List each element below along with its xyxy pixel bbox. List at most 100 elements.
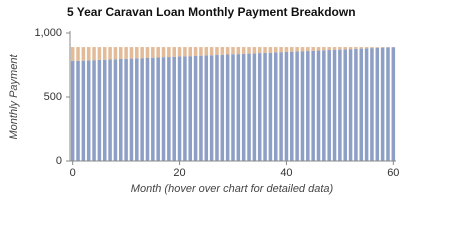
bar-segment [332, 49, 337, 161]
bar-segment [108, 59, 112, 161]
bar-segment [161, 57, 166, 161]
bar-segment [92, 47, 96, 61]
bar-segment [129, 47, 134, 59]
bar-segment [135, 47, 139, 59]
bar-segment [375, 47, 380, 161]
bar-segment [183, 56, 187, 161]
bar-segment [236, 54, 241, 162]
bar-segment [300, 47, 305, 52]
bar-segment [156, 57, 160, 161]
bar-segment [220, 47, 225, 55]
bar-segment [102, 47, 107, 60]
bar-segment [300, 51, 305, 162]
bar-segment [322, 50, 326, 161]
bar-segment [311, 47, 315, 51]
bar-segment [177, 56, 182, 161]
bar-segment [97, 47, 102, 60]
bar-segment [113, 59, 118, 161]
bar-segment [102, 59, 107, 161]
bar-segment [193, 55, 198, 161]
bar-segment [156, 47, 160, 58]
bar-segment [343, 49, 347, 161]
bar-segment [81, 60, 86, 162]
bar-segment [209, 55, 214, 161]
bar-segment [161, 47, 166, 58]
bar-segment [231, 47, 235, 55]
bar-segment [167, 57, 171, 162]
y-tick-label: 1,000 [34, 27, 62, 39]
bar-segment [225, 54, 230, 162]
chart: 5 Year Caravan Loan Monthly Payment Brea… [8, 5, 400, 195]
y-axis-label: Monthly Payment [8, 54, 20, 140]
bar-segment [199, 47, 203, 56]
bar-segment [92, 60, 96, 161]
bar-segment [279, 47, 283, 53]
bar-segment [97, 59, 102, 161]
y-tick-label: 0 [56, 155, 62, 167]
bar-segment [257, 53, 262, 161]
bar-segment [119, 47, 123, 59]
bar-segment [279, 52, 283, 162]
bar-segment [204, 47, 209, 56]
bar-segment [167, 47, 171, 58]
bar-segment [236, 47, 241, 55]
bar-segment [70, 61, 75, 162]
x-tick-label: 20 [173, 167, 185, 179]
bar-segment [284, 47, 289, 52]
bar-segment [183, 47, 187, 57]
bar-segment [204, 55, 209, 161]
bar-segment [124, 47, 128, 59]
bar-segment [327, 50, 331, 161]
bar-segment [135, 58, 139, 161]
x-axis-label: Month (hover over chart for detailed dat… [131, 183, 334, 195]
bar-segment [359, 47, 364, 49]
bar-segment [225, 47, 230, 55]
bar-segment [290, 47, 294, 52]
bar-segment [295, 51, 299, 161]
bar-segment [231, 54, 235, 161]
bar-segment [359, 48, 364, 162]
bar-segment [151, 57, 155, 162]
bar-segment [311, 50, 315, 161]
bar-segment [263, 52, 267, 162]
bar-segment [188, 47, 193, 57]
bar-segment [252, 53, 257, 161]
chart-title: 5 Year Caravan Loan Monthly Payment Brea… [67, 5, 356, 19]
bar-segment [380, 47, 385, 162]
bar-segment [209, 47, 214, 56]
bar-segment [364, 47, 369, 49]
bar-segment [119, 58, 123, 161]
bar-segment [257, 47, 262, 54]
bar-segment [124, 58, 128, 161]
bar-segment [273, 52, 278, 161]
bar-segment [316, 47, 321, 51]
bar-segment [354, 47, 358, 49]
bar-segment [306, 47, 310, 52]
bar-segment [338, 49, 342, 161]
bar-segment [86, 47, 91, 61]
bar-segment [295, 47, 299, 52]
x-tick-label: 60 [387, 167, 399, 179]
y-tick-label: 500 [44, 91, 62, 103]
bar-segment [327, 47, 331, 51]
bar-segment [391, 47, 396, 161]
bar-segment [241, 47, 246, 54]
bar-segment [76, 47, 80, 61]
bar-segment [76, 60, 80, 161]
bar-segment [268, 52, 273, 161]
bar-segment [252, 47, 257, 54]
bar-segment [108, 47, 112, 60]
bar-segment [268, 47, 273, 53]
bar-segment [145, 57, 150, 161]
bar-segment [348, 49, 353, 161]
bar-segment [129, 58, 134, 161]
bar-segment [113, 47, 118, 60]
bar-segment [188, 56, 193, 161]
bar-segment [151, 47, 155, 58]
bar-segment [220, 54, 225, 162]
bar-segment [284, 51, 289, 161]
bar-segment [140, 47, 144, 59]
bar-segment [364, 48, 369, 161]
bar-segment [380, 47, 385, 48]
bar-segment [348, 47, 353, 50]
